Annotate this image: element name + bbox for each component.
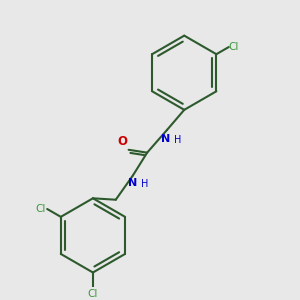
Text: Cl: Cl [88, 289, 98, 299]
Text: H: H [174, 135, 182, 145]
Text: Cl: Cl [229, 42, 239, 52]
Text: N: N [128, 178, 137, 188]
Text: N: N [161, 134, 170, 144]
Text: O: O [117, 134, 127, 148]
Text: Cl: Cl [35, 204, 46, 214]
Text: H: H [141, 179, 149, 189]
